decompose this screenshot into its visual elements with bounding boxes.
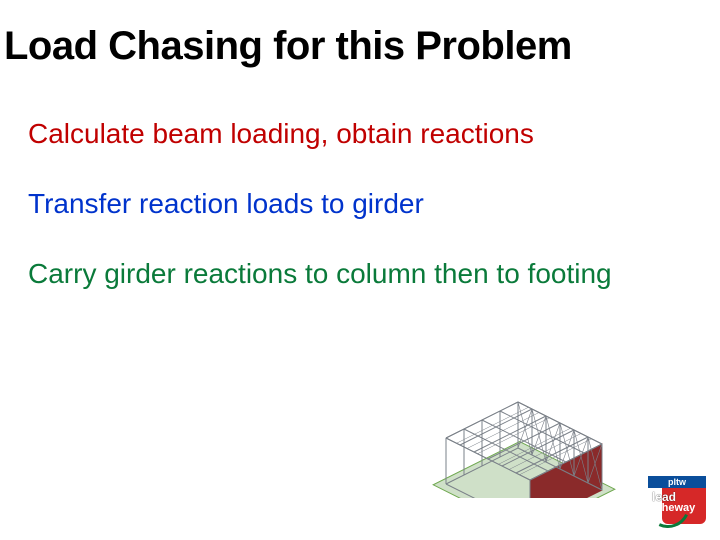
- slide-title: Load Chasing for this Problem: [0, 24, 720, 69]
- bullet-2: Transfer reaction loads to girder: [28, 188, 668, 220]
- pltw-logo: pltw lead theway: [648, 470, 706, 528]
- bullet-3: Carry girder reactions to column then to…: [28, 258, 668, 290]
- bullet-1: Calculate beam loading, obtain reactions: [28, 118, 668, 150]
- slide: Load Chasing for this Problem Calculate …: [0, 0, 720, 540]
- logo-line2: theway: [658, 502, 695, 514]
- building-illustration: [408, 328, 658, 498]
